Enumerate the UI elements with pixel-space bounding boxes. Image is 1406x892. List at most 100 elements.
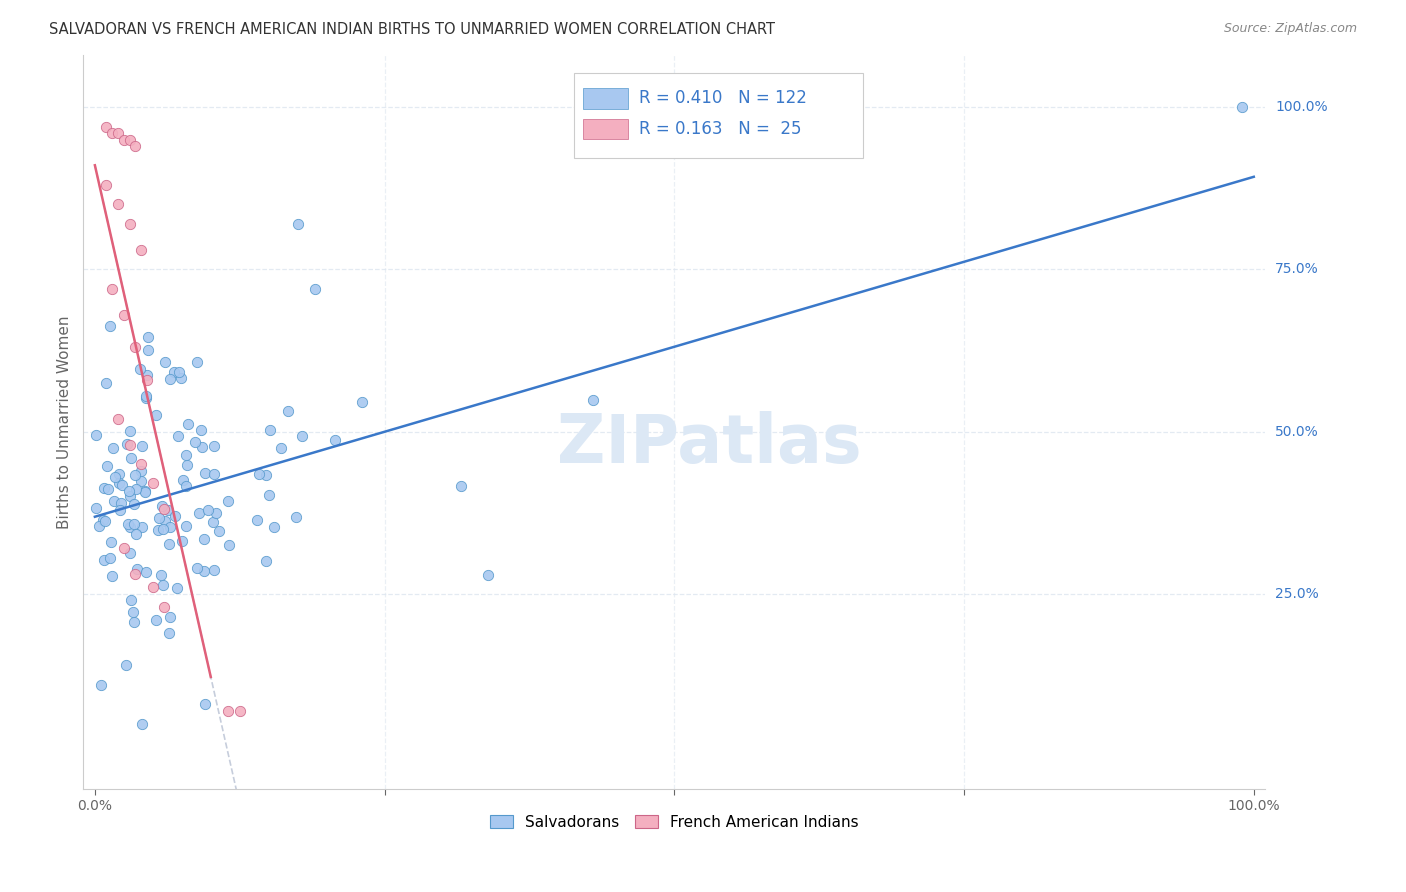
Text: R = 0.410   N = 122: R = 0.410 N = 122 xyxy=(638,89,807,107)
Point xyxy=(145,408,167,422)
Point xyxy=(96,178,118,192)
Point xyxy=(122,615,145,629)
Point xyxy=(110,503,132,517)
Point xyxy=(152,578,174,592)
Point xyxy=(186,354,208,368)
Point xyxy=(129,457,152,471)
Point xyxy=(122,497,145,511)
Point xyxy=(97,482,120,496)
Point xyxy=(87,518,110,533)
Point xyxy=(1232,100,1254,114)
Point xyxy=(217,704,239,718)
Point xyxy=(157,537,180,551)
Point xyxy=(131,520,153,534)
Legend: Salvadorans, French American Indians: Salvadorans, French American Indians xyxy=(484,809,865,836)
Point xyxy=(110,478,132,492)
Point xyxy=(193,532,215,546)
Text: 25.0%: 25.0% xyxy=(1275,587,1319,601)
Text: ZIPatlas: ZIPatlas xyxy=(558,411,862,477)
Point xyxy=(107,467,129,481)
Text: R = 0.163   N =  25: R = 0.163 N = 25 xyxy=(638,120,801,138)
Point xyxy=(103,494,125,508)
Point xyxy=(124,527,146,541)
Point xyxy=(135,389,157,403)
Point xyxy=(134,485,156,500)
Point xyxy=(450,478,472,492)
Point xyxy=(112,132,135,146)
Point xyxy=(202,439,225,453)
Point xyxy=(108,475,131,490)
Text: Source: ZipAtlas.com: Source: ZipAtlas.com xyxy=(1223,22,1357,36)
Point xyxy=(98,319,121,334)
Point xyxy=(122,605,145,619)
Point xyxy=(90,678,112,692)
Point xyxy=(259,423,281,437)
Point xyxy=(93,481,115,495)
Point xyxy=(107,197,129,211)
Point xyxy=(112,541,135,556)
Point xyxy=(263,520,285,534)
Point xyxy=(156,502,179,516)
Point xyxy=(107,411,129,425)
Point xyxy=(117,483,139,498)
Point xyxy=(172,534,194,549)
Point xyxy=(291,428,314,442)
Point xyxy=(184,434,207,449)
Point xyxy=(94,514,117,528)
Point xyxy=(135,391,157,405)
Point xyxy=(150,568,173,582)
Point xyxy=(304,282,326,296)
Point xyxy=(201,516,224,530)
Point xyxy=(107,126,129,140)
Point xyxy=(96,459,118,474)
Point xyxy=(153,502,176,516)
Point xyxy=(93,553,115,567)
Point xyxy=(167,428,190,442)
Point xyxy=(117,516,139,531)
Point xyxy=(163,509,186,524)
Point xyxy=(153,599,176,614)
Point xyxy=(129,464,152,478)
Point xyxy=(129,243,152,257)
Point xyxy=(157,625,180,640)
Point xyxy=(176,519,198,533)
Text: 75.0%: 75.0% xyxy=(1275,262,1319,277)
Point xyxy=(101,282,124,296)
Text: 100.0%: 100.0% xyxy=(1275,100,1327,114)
Point xyxy=(118,437,141,451)
Point xyxy=(159,609,181,624)
Point xyxy=(148,510,170,524)
Point xyxy=(84,428,107,442)
Point xyxy=(194,697,217,711)
Text: SALVADORAN VS FRENCH AMERICAN INDIAN BIRTHS TO UNMARRIED WOMEN CORRELATION CHART: SALVADORAN VS FRENCH AMERICAN INDIAN BIR… xyxy=(49,22,775,37)
Point xyxy=(112,308,135,322)
FancyBboxPatch shape xyxy=(574,73,863,158)
FancyBboxPatch shape xyxy=(583,88,628,109)
Point xyxy=(247,467,270,482)
Point xyxy=(124,567,146,582)
Point xyxy=(142,580,165,594)
Point xyxy=(101,569,124,583)
Point xyxy=(191,440,214,454)
Point xyxy=(197,503,219,517)
Point xyxy=(155,514,177,528)
Point xyxy=(254,554,277,568)
Point xyxy=(142,476,165,491)
Point xyxy=(229,704,252,718)
Point xyxy=(146,523,169,537)
Point xyxy=(136,343,159,358)
Point xyxy=(138,330,160,344)
Point xyxy=(110,496,132,510)
Point xyxy=(124,467,146,482)
Point xyxy=(193,564,215,578)
Point xyxy=(194,466,217,480)
Point xyxy=(125,482,148,496)
Point xyxy=(246,513,269,527)
Point xyxy=(118,489,141,503)
Point xyxy=(159,520,181,534)
Point xyxy=(169,371,191,385)
Point xyxy=(205,507,228,521)
Point xyxy=(124,340,146,354)
Point xyxy=(125,562,148,576)
Point xyxy=(96,120,118,134)
